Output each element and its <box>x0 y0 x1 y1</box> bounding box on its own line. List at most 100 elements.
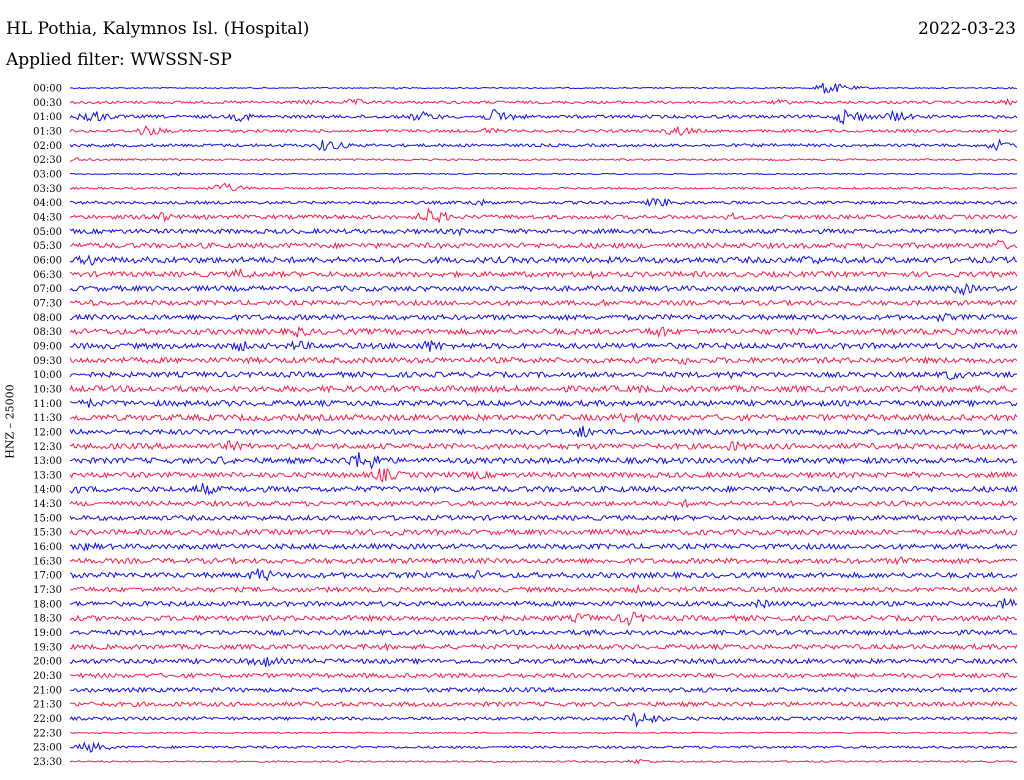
row-time-label: 15:30 <box>33 528 62 539</box>
trace-row-0900 <box>69 340 1018 352</box>
trace-row-2030 <box>69 672 1018 679</box>
trace-row-2230 <box>69 731 1018 734</box>
row-time-label: 03:30 <box>33 184 62 195</box>
trace-row-1530 <box>69 528 1018 537</box>
row-time-label: 06:30 <box>33 270 62 281</box>
trace-row-1100 <box>69 397 1018 408</box>
row-time-label: 07:30 <box>33 298 62 309</box>
trace-row-1630 <box>69 555 1018 566</box>
trace-row-1030 <box>69 384 1018 394</box>
trace-row-1500 <box>69 514 1018 522</box>
row-time-label: 01:00 <box>33 112 62 123</box>
row-time-label: 00:00 <box>33 84 62 95</box>
trace-row-0330 <box>69 182 1018 192</box>
row-time-label: 00:30 <box>33 98 62 109</box>
trace-row-2300 <box>69 741 1018 753</box>
row-time-label: 06:00 <box>33 255 62 266</box>
trace-row-0830 <box>69 325 1018 339</box>
row-time-label: 12:30 <box>33 442 62 453</box>
row-time-label: 15:00 <box>33 513 62 524</box>
trace-row-1930 <box>70 642 1018 652</box>
row-time-label: 13:30 <box>33 470 62 481</box>
trace-row-0500 <box>69 227 1018 237</box>
row-time-label: 13:00 <box>33 456 62 467</box>
row-time-label: 19:00 <box>33 628 62 639</box>
trace-row-1600 <box>69 541 1018 552</box>
trace-row-1000 <box>69 370 1018 381</box>
row-time-label: 23:30 <box>33 757 62 768</box>
row-time-label: 14:30 <box>33 499 62 510</box>
row-time-label: 18:00 <box>33 599 62 610</box>
trace-row-0430 <box>69 206 1018 223</box>
row-time-label: 12:00 <box>33 427 62 438</box>
trace-row-2130 <box>69 700 1018 708</box>
trace-row-0000 <box>69 82 1018 94</box>
trace-row-1400 <box>69 482 1018 496</box>
station-title: HL Pothia, Kalymnos Isl. (Hospital) <box>6 19 310 39</box>
row-time-label: 20:00 <box>33 657 62 668</box>
row-time-label: 02:30 <box>33 155 62 166</box>
trace-row-0030 <box>69 97 1018 106</box>
trace-row-1700 <box>69 568 1018 582</box>
trace-row-1730 <box>69 583 1018 594</box>
date-label: 2022-03-23 <box>917 19 1016 39</box>
row-time-label: 11:30 <box>33 413 62 424</box>
row-time-label: 14:00 <box>33 485 62 496</box>
row-time-label: 21:30 <box>33 700 62 711</box>
row-time-label: 17:00 <box>33 571 62 582</box>
trace-row-1430 <box>69 498 1018 509</box>
row-time-label: 11:00 <box>33 399 62 410</box>
row-time-label: 19:30 <box>33 642 62 653</box>
trace-row-0630 <box>69 268 1018 280</box>
trace-row-0530 <box>69 239 1018 250</box>
trace-row-0730 <box>69 298 1018 308</box>
row-time-label: 23:00 <box>33 743 62 754</box>
row-time-label: 10:00 <box>33 370 62 381</box>
trace-row-2200 <box>69 711 1018 728</box>
row-time-label: 09:30 <box>33 356 62 367</box>
row-time-label: 22:30 <box>33 728 62 739</box>
trace-row-1900 <box>69 628 1018 637</box>
trace-row-1200 <box>69 425 1018 438</box>
row-time-label: 20:30 <box>33 671 62 682</box>
row-time-label: 02:00 <box>33 141 62 152</box>
row-time-label: 10:30 <box>33 384 62 395</box>
trace-row-1300 <box>69 452 1018 470</box>
trace-row-1830 <box>69 611 1018 627</box>
trace-row-1330 <box>69 467 1018 483</box>
trace-row-1230 <box>69 440 1018 452</box>
row-time-label: 03:00 <box>33 169 62 180</box>
row-time-label: 01:30 <box>33 126 62 137</box>
trace-row-0130 <box>69 125 1018 137</box>
trace-row-2100 <box>69 686 1018 694</box>
row-time-label: 21:00 <box>33 685 62 696</box>
trace-row-0930 <box>69 355 1018 366</box>
trace-row-0600 <box>69 254 1018 266</box>
trace-row-0700 <box>69 283 1018 297</box>
trace-row-0100 <box>69 108 1018 126</box>
trace-row-1130 <box>69 412 1018 424</box>
trace-row-1800 <box>70 598 1018 609</box>
row-time-label: 07:00 <box>33 284 62 295</box>
row-time-label: 04:00 <box>33 198 62 209</box>
row-time-label: 22:00 <box>33 714 62 725</box>
row-time-label: 17:30 <box>33 585 62 596</box>
trace-row-0400 <box>69 197 1018 208</box>
row-time-label: 05:00 <box>33 227 62 238</box>
row-time-label: 08:30 <box>33 327 62 338</box>
row-time-label: 05:30 <box>33 241 62 252</box>
trace-row-0200 <box>69 138 1018 152</box>
row-time-label: 08:00 <box>33 313 62 324</box>
trace-row-2000 <box>69 656 1018 668</box>
row-time-label: 16:30 <box>33 556 62 567</box>
trace-row-0230 <box>69 157 1018 163</box>
row-time-label: 04:30 <box>33 212 62 223</box>
row-time-label: 09:00 <box>33 341 62 352</box>
filter-label: Applied filter: WWSSN-SP <box>6 50 232 70</box>
trace-row-2330 <box>69 758 1018 765</box>
row-time-label: 16:00 <box>33 542 62 553</box>
trace-row-0300 <box>69 171 1018 177</box>
row-time-label: 18:30 <box>33 614 62 625</box>
trace-row-0800 <box>69 312 1018 323</box>
